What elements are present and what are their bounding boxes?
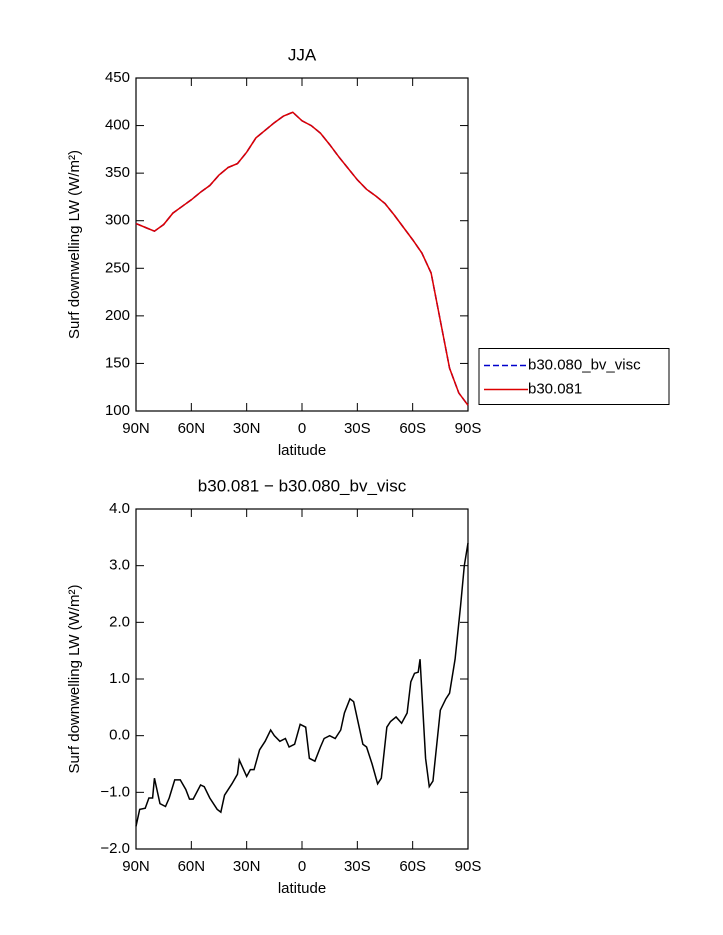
x-tick-label: 30N xyxy=(233,858,261,875)
x-tick-label: 60N xyxy=(178,420,206,437)
x-tick-label: 30S xyxy=(344,420,371,437)
x-tick-label: 60N xyxy=(178,858,206,875)
x-tick-label: 60S xyxy=(399,858,426,875)
x-tick-label: 60S xyxy=(399,420,426,437)
plot-frame xyxy=(135,77,469,412)
legend-box xyxy=(478,348,670,405)
y-tick-label: 100 xyxy=(105,402,130,419)
y-axis-label: Surf downwelling LW (W/m²) xyxy=(66,585,83,774)
y-tick-label: 400 xyxy=(105,117,130,134)
plot-frame xyxy=(135,508,469,850)
x-tick-label: 30S xyxy=(344,858,371,875)
data-line xyxy=(135,111,469,406)
y-tick-label: 250 xyxy=(105,259,130,276)
y-tick-label: −2.0 xyxy=(100,840,130,857)
x-axis-label: latitude xyxy=(278,880,326,897)
y-tick-label: 4.0 xyxy=(109,500,130,517)
y-tick-label: 150 xyxy=(105,354,130,371)
y-tick-label: −1.0 xyxy=(100,783,130,800)
y-axis-label: Surf downwelling LW (W/m²) xyxy=(66,150,83,339)
y-tick-label: 2.0 xyxy=(109,613,130,630)
legend-label: b30.080_bv_visc xyxy=(528,356,641,373)
y-tick-label: 200 xyxy=(105,307,130,324)
y-tick-label: 350 xyxy=(105,164,130,181)
x-tick-label: 0 xyxy=(298,858,306,875)
x-tick-label: 30N xyxy=(233,420,261,437)
data-line xyxy=(135,111,469,406)
legend-label: b30.081 xyxy=(528,380,582,397)
y-tick-label: 0.0 xyxy=(109,727,130,744)
x-tick-label: 90S xyxy=(455,420,482,437)
y-tick-label: 300 xyxy=(105,212,130,229)
x-tick-label: 90S xyxy=(455,858,482,875)
chart-title: b30.081 − b30.080_bv_visc xyxy=(198,476,407,495)
x-axis-label: latitude xyxy=(278,442,326,459)
data-line xyxy=(135,542,469,827)
x-tick-label: 90N xyxy=(122,858,150,875)
x-tick-label: 0 xyxy=(298,420,306,437)
y-tick-label: 450 xyxy=(105,69,130,86)
y-tick-label: 1.0 xyxy=(109,670,130,687)
x-tick-label: 90N xyxy=(122,420,150,437)
y-tick-label: 3.0 xyxy=(109,557,130,574)
chart-title: JJA xyxy=(288,45,317,64)
